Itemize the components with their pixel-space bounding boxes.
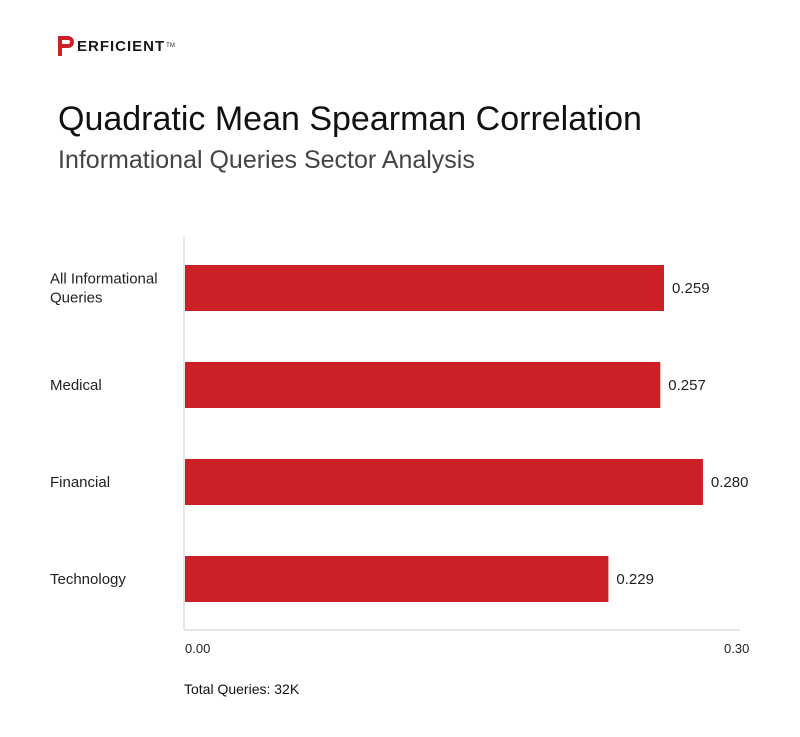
bar-3 (185, 556, 609, 602)
trademark-mark: TM (166, 43, 175, 49)
perficient-logo-icon (58, 36, 74, 56)
category-label-3-0: Technology (50, 571, 126, 588)
logo-text: ERFICIENT (77, 37, 166, 55)
value-label-2: 0.280 (711, 474, 749, 491)
bar-1 (185, 362, 661, 408)
x-tick-label-1: 0.30 (724, 641, 749, 656)
bar-2 (185, 459, 703, 505)
bar-0 (185, 265, 665, 311)
ticks-group: 0.00 0.30 (185, 641, 749, 656)
chart-title: Quadratic Mean Spearman Correlation (58, 100, 642, 138)
category-label-2-0: Financial (50, 474, 110, 491)
value-label-0: 0.259 (672, 280, 710, 297)
value-label-1: 0.257 (668, 377, 706, 394)
category-label-1-0: Medical (50, 377, 102, 394)
labels-group: 0.259 All Informational Queries 0.257 Medica… (50, 271, 748, 589)
chart-subtitle: Informational Queries Sector Analysis (58, 146, 475, 174)
x-tick-label-0: 0.00 (185, 641, 210, 656)
value-label-3: 0.229 (616, 571, 654, 588)
category-label-0-1: Queries (50, 290, 103, 307)
bars-group (185, 265, 703, 602)
total-queries-note: Total Queries: 32K (184, 681, 300, 697)
brand-logo: ERFICIENT TM (58, 36, 175, 56)
category-label-0-0: All Informational (50, 271, 158, 288)
